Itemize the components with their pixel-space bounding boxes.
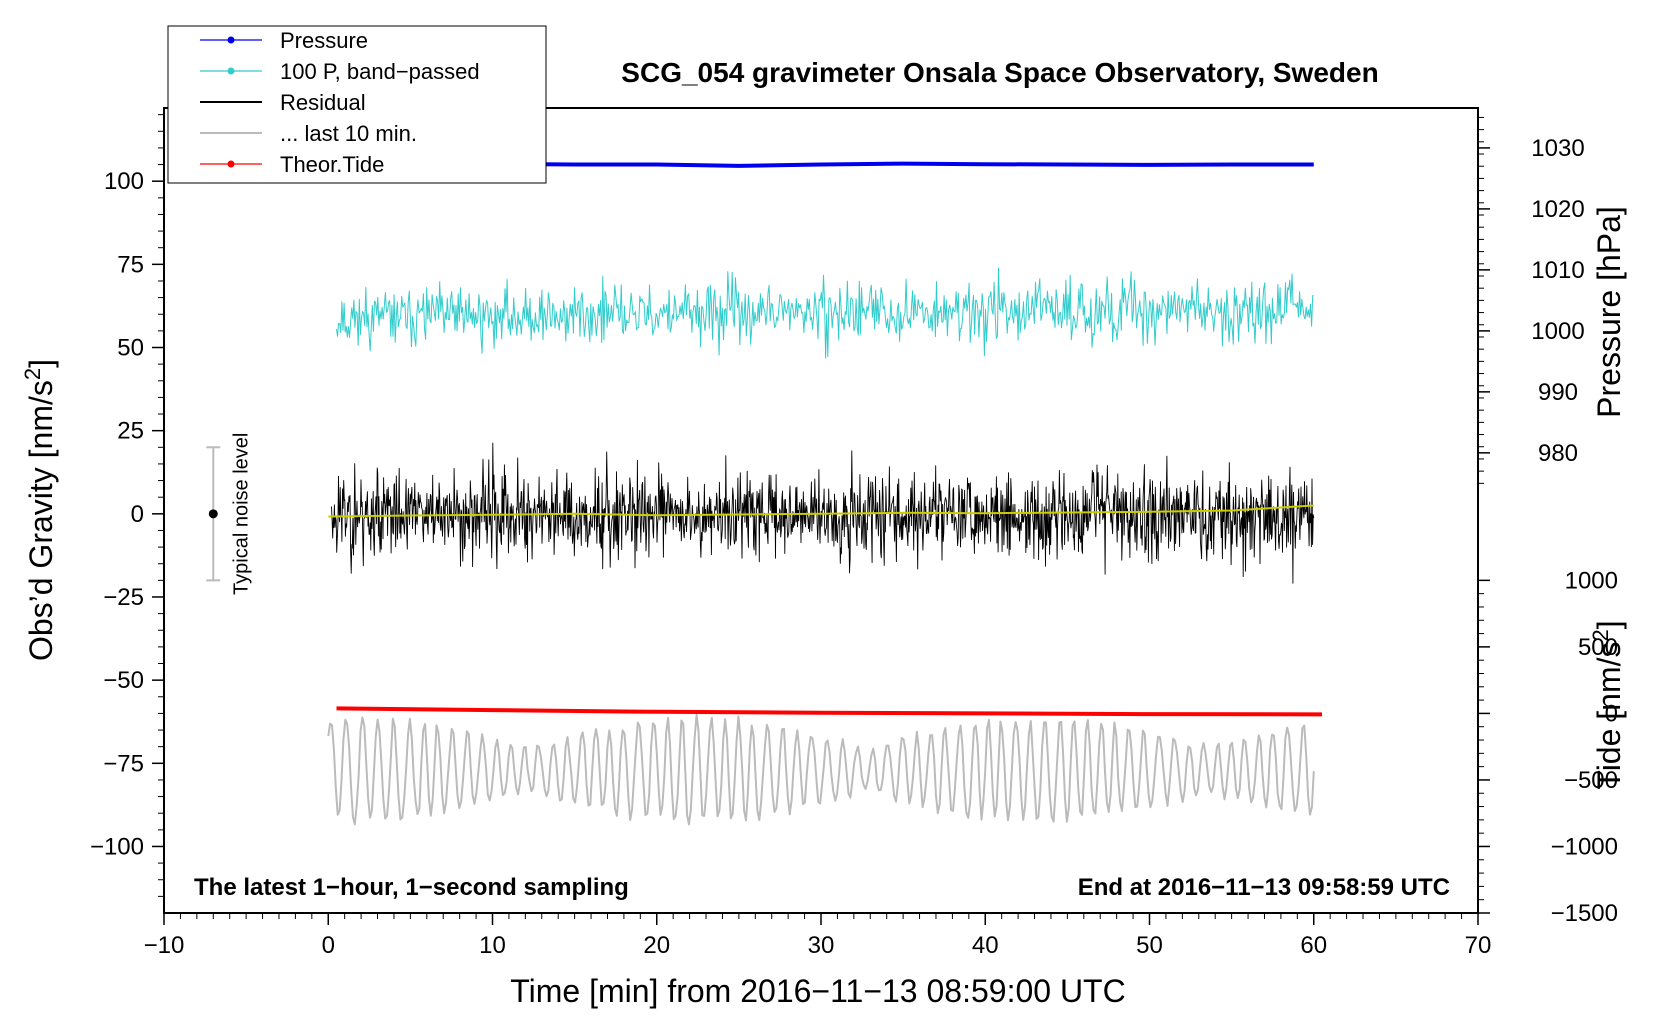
legend-items: Pressure 100 P, band−passed Residual ... la… — [200, 28, 480, 177]
left-y-axis-title: Obs’d Gravity [nm/s2] — [20, 359, 59, 661]
footer-right-note: End at 2016−11−13 09:58:59 UTC — [1078, 874, 1450, 901]
series-layer — [327, 161, 1323, 826]
tide-tick-label: 500 — [1578, 634, 1618, 661]
ticks-layer: −10 0 10 20 30 40 50 60 701007550250−25−50−75−10… — [90, 114, 1618, 959]
x-tick-label: 40 — [972, 932, 999, 959]
legend-label: Theor.Tide — [280, 152, 384, 177]
x-tick-label: 60 — [1300, 932, 1327, 959]
series-residual-smoothed-line — [328, 504, 1314, 518]
tide-tick-label: 0 — [1605, 700, 1618, 727]
tide-tick-label: −1000 — [1551, 833, 1618, 860]
series-residual-line — [331, 442, 1315, 584]
noise-bar-point — [208, 509, 218, 519]
pressure-tick-label: 980 — [1538, 440, 1578, 467]
footer-left-note: The latest 1−hour, 1−second sampling — [194, 874, 629, 901]
x-tick-label: 10 — [479, 932, 506, 959]
chart-title: SCG_054 gravimeter Onsala Space Observat… — [621, 57, 1378, 88]
x-tick-label: 50 — [1136, 932, 1163, 959]
x-tick-label: 30 — [808, 932, 835, 959]
x-tick-label: 20 — [643, 932, 670, 959]
y-tick-label: −75 — [103, 750, 144, 777]
x-axis-title: Time [min] from 2016−11−13 08:59:00 UTC — [510, 973, 1125, 1009]
pressure-axis-title: Pressure [hPa] — [1591, 206, 1627, 418]
y-tick-label: −25 — [103, 584, 144, 611]
tide-tick-label: 1000 — [1565, 567, 1618, 594]
y-tick-label: 50 — [117, 335, 144, 362]
y-tick-label: 100 — [104, 168, 144, 195]
legend-label: Pressure — [280, 28, 368, 53]
pressure-tick-label: 1020 — [1531, 196, 1584, 223]
y-tick-label: 75 — [117, 251, 144, 278]
legend-swatch-marker — [227, 160, 235, 168]
legend-swatch-marker — [227, 67, 235, 75]
y-tick-label: 0 — [131, 501, 144, 528]
tide-tick-label: −1500 — [1551, 900, 1618, 927]
y-tick-label: −100 — [90, 833, 144, 860]
tide-axis-title: Tide [nm/s2] — [1588, 620, 1627, 789]
series-last-10-min-line — [327, 713, 1315, 826]
series-theor-tide-line — [336, 706, 1323, 717]
x-tick-label: −10 — [144, 932, 185, 959]
legend-swatch-marker — [227, 36, 235, 44]
y-tick-label: −50 — [103, 667, 144, 694]
tide-tick-label: −500 — [1564, 767, 1618, 794]
y-tick-label: 25 — [117, 418, 144, 445]
legend: Pressure 100 P, band−passed Residual ... la… — [167, 25, 547, 184]
x-tick-label: 70 — [1465, 932, 1492, 959]
legend-label: Residual — [280, 90, 366, 115]
noise-bar-label: Typical noise level — [230, 433, 252, 595]
legend-label: ... last 10 min. — [280, 121, 417, 146]
series-100-p-band-passed-line — [336, 267, 1314, 359]
pressure-tick-label: 1030 — [1531, 135, 1584, 162]
pressure-tick-label: 1010 — [1531, 257, 1584, 284]
pressure-tick-label: 990 — [1538, 379, 1578, 406]
pressure-tick-label: 1000 — [1531, 318, 1584, 345]
legend-label: 100 P, band−passed — [280, 59, 480, 84]
legend-box — [167, 25, 547, 184]
x-tick-label: 0 — [322, 932, 335, 959]
noise-bar: Typical noise level — [206, 433, 252, 595]
